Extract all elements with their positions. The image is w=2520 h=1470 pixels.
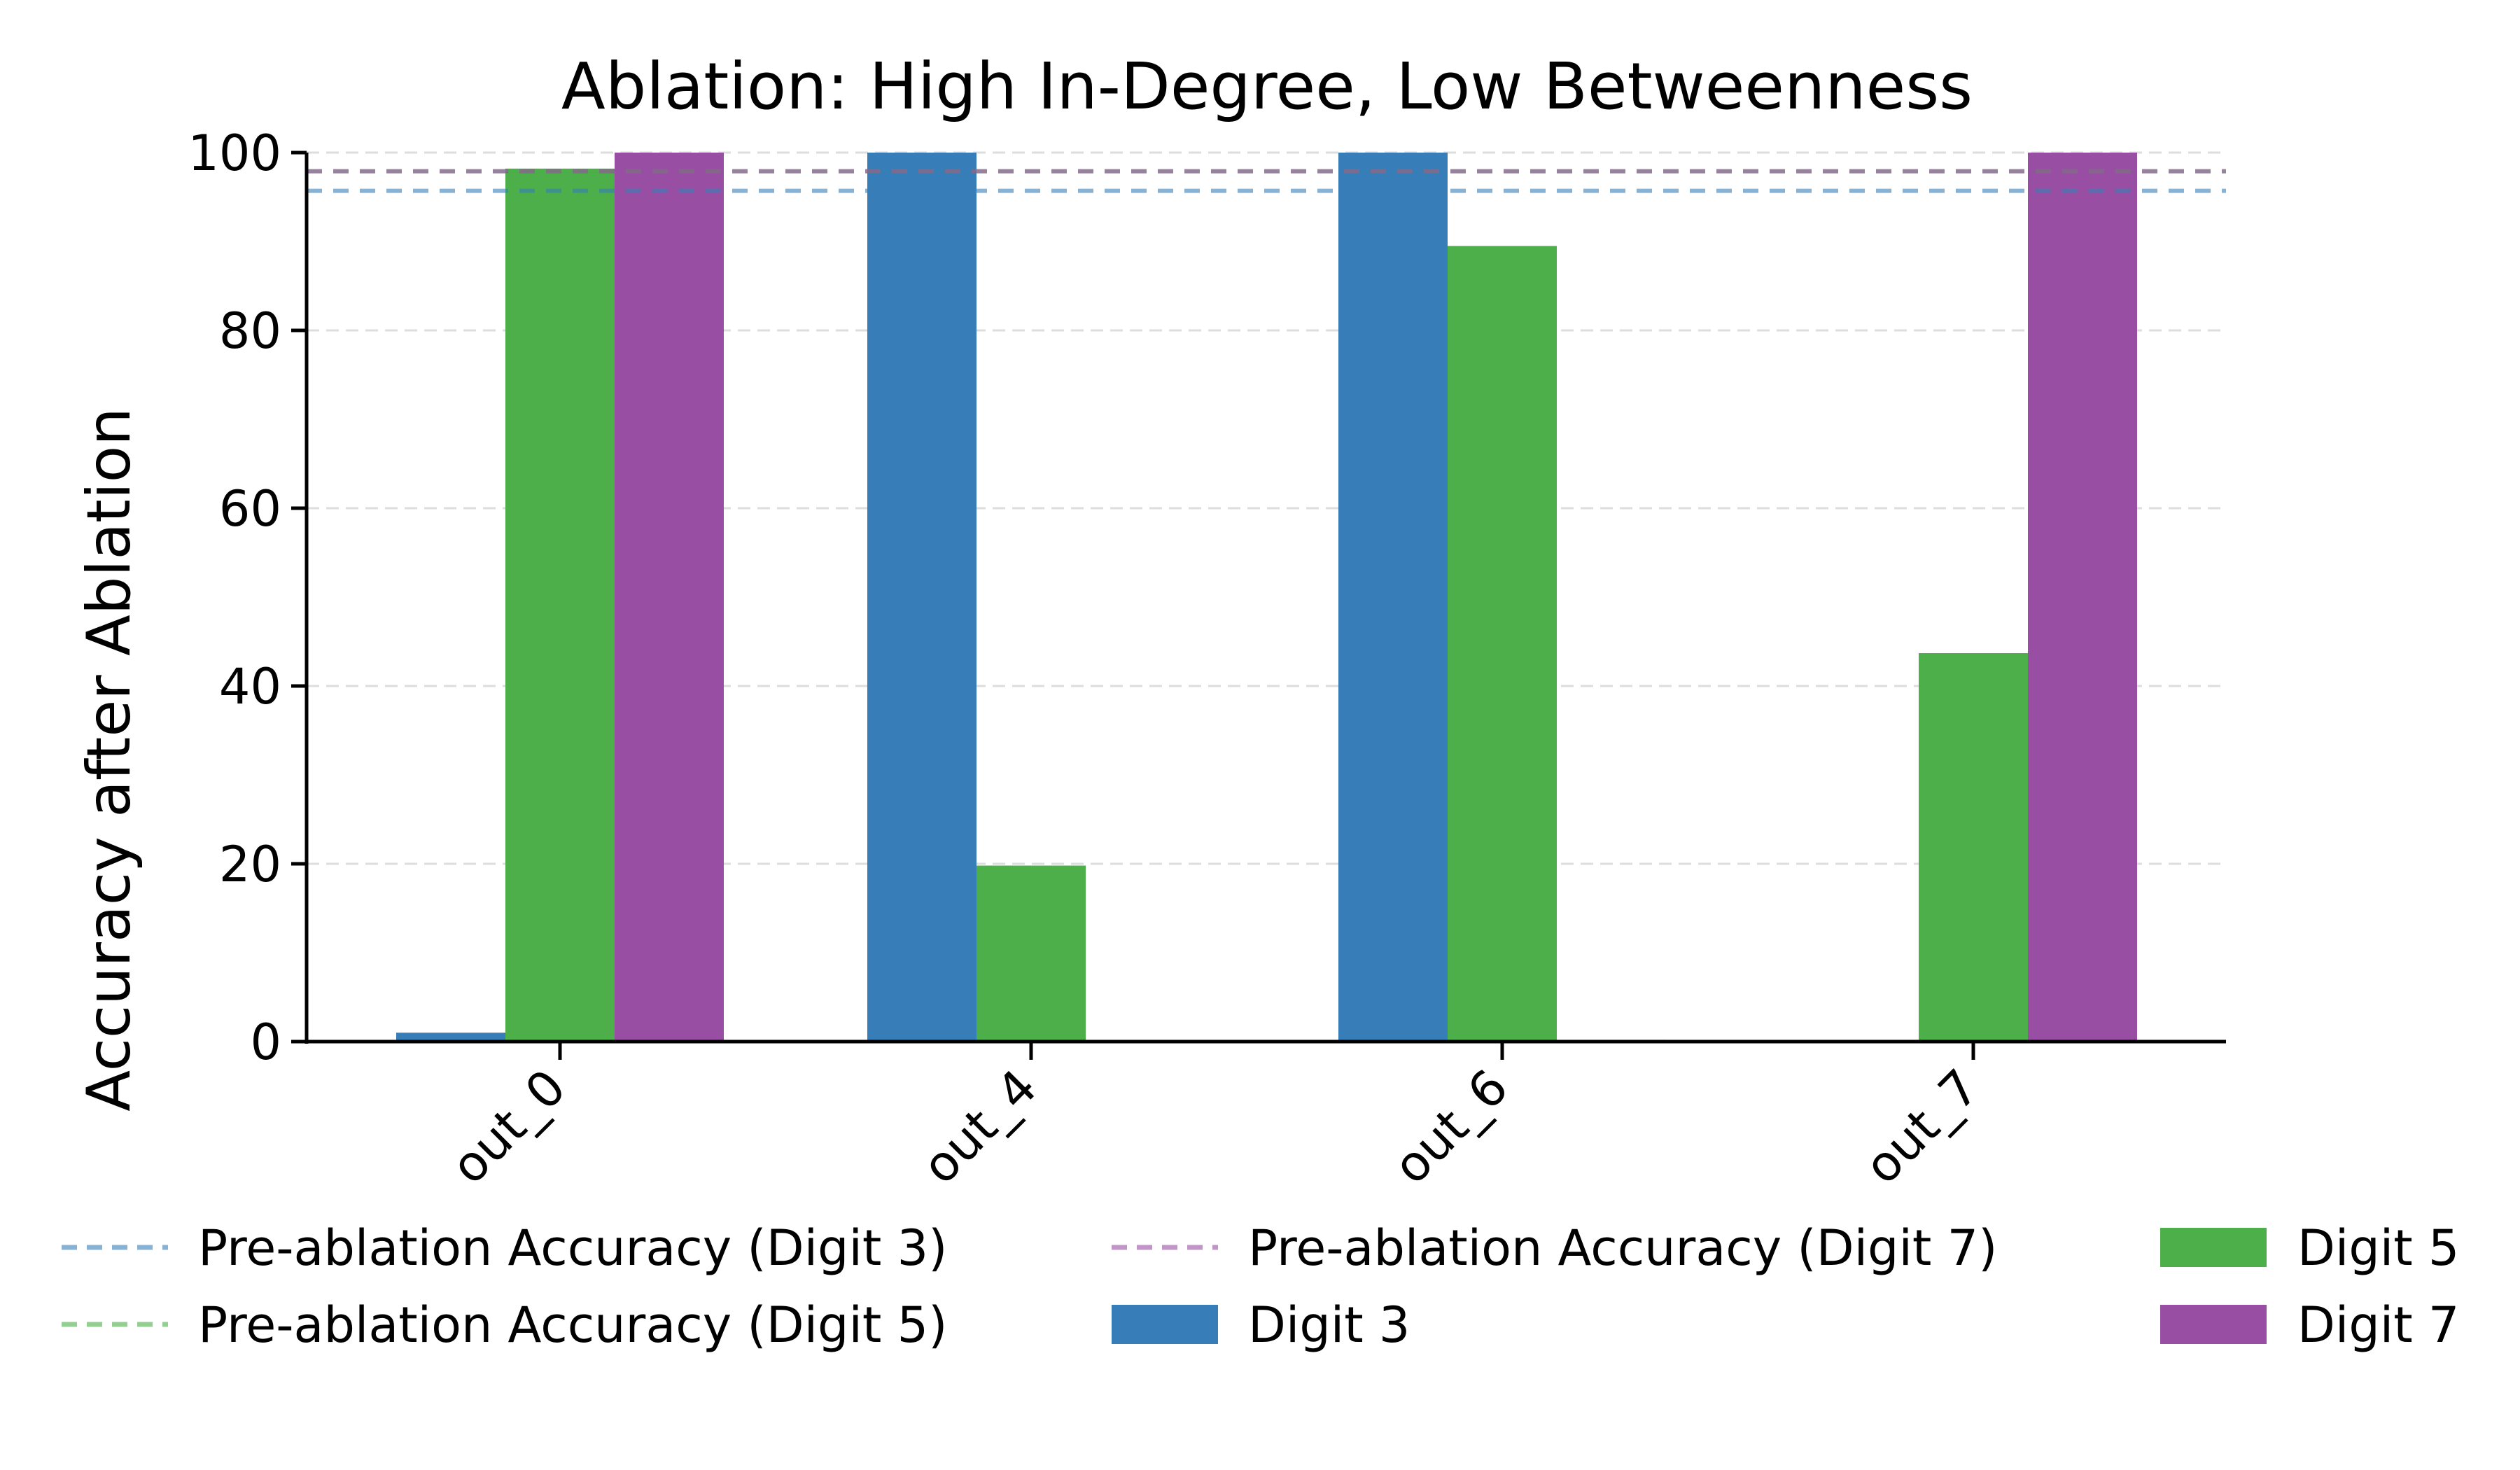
y-tick-label-1: 20 <box>219 836 281 893</box>
legend-label-4: Digit 5 <box>2297 1219 2459 1277</box>
y-axis-label: Accuracy after Ablation <box>74 407 144 1112</box>
bar-out_7-digit-5 <box>1919 653 2028 1042</box>
y-tick-label-3: 60 <box>219 480 281 538</box>
reference-lines <box>307 169 2226 193</box>
x-ticks: out_0 out_4 out_6 out_7 <box>440 1042 1990 1195</box>
bar-out_6-digit-3 <box>1338 153 1448 1042</box>
legend-label-3: Digit 3 <box>1248 1296 1410 1354</box>
bar-out_0-digit-3 <box>396 1032 505 1042</box>
x-tick-label-1: out_4 <box>911 1058 1048 1195</box>
bar-out_4-digit-3 <box>867 153 976 1042</box>
bar-out_4-digit-5 <box>976 865 1086 1042</box>
legend-swatch-4 <box>2160 1228 2267 1267</box>
y-tick-label-4: 80 <box>219 302 281 360</box>
legend-swatch-3 <box>1112 1305 1218 1344</box>
bars <box>396 153 2137 1042</box>
legend-swatch-5 <box>2160 1305 2267 1344</box>
y-ticks: 0 20 40 60 80 100 <box>188 125 307 1071</box>
x-tick-label-3: out_7 <box>1854 1058 1990 1195</box>
legend-label-5: Digit 7 <box>2297 1296 2459 1354</box>
bar-out_0-digit-7 <box>615 153 724 1042</box>
x-tick-label-2: out_6 <box>1382 1058 1519 1195</box>
legend-label-1: Pre-ablation Accuracy (Digit 5) <box>198 1296 947 1354</box>
legend: Pre-ablation Accuracy (Digit 3) Pre-ablat… <box>62 1219 2459 1354</box>
bar-out_0-digit-5 <box>505 168 615 1042</box>
legend-label-0: Pre-ablation Accuracy (Digit 3) <box>198 1219 947 1277</box>
legend-label-2: Pre-ablation Accuracy (Digit 7) <box>1248 1219 1997 1277</box>
y-tick-label-0: 0 <box>250 1014 281 1071</box>
y-tick-label-2: 40 <box>219 658 281 715</box>
axes <box>304 153 2226 1044</box>
x-tick-label-0: out_0 <box>440 1058 577 1195</box>
y-tick-label-5: 100 <box>188 125 281 182</box>
bar-out_7-digit-7 <box>2028 153 2137 1042</box>
bar-out_6-digit-5 <box>1448 246 1557 1042</box>
chart-title: Ablation: High In-Degree, Low Betweennes… <box>561 49 1973 124</box>
